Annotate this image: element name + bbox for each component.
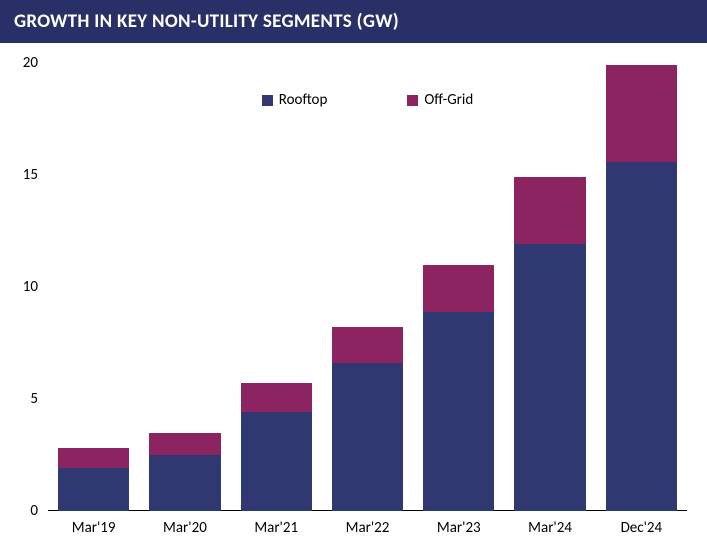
legend-item: Off-Grid — [407, 91, 473, 109]
bar-segment — [606, 65, 677, 161]
bar-segment — [58, 468, 129, 511]
bar-group — [332, 63, 403, 511]
y-tick-label: 15 — [23, 166, 38, 184]
plot-region: Rooftop Off-Grid — [48, 63, 687, 511]
x-tick-label: Mar'24 — [528, 519, 572, 537]
bar-segment — [149, 433, 220, 455]
bar-segment — [149, 455, 220, 511]
x-axis: Mar'19 Mar'20 Mar'21 Mar'22 Mar'23 Mar'24 Dec'… — [48, 511, 687, 551]
legend-item: Rooftop — [262, 91, 328, 109]
chart-title: GROWTH IN KEY NON-UTILITY SEGMENTS (GW) — [14, 10, 399, 33]
y-axis: 05101520 — [0, 63, 48, 511]
y-tick-label: 5 — [30, 390, 38, 408]
bar-segment — [423, 312, 494, 511]
legend-label: Off-Grid — [424, 91, 473, 109]
bar-segment — [332, 363, 403, 511]
y-tick-label: 10 — [23, 278, 38, 296]
bar-segment — [514, 244, 585, 511]
x-tick-label: Mar'22 — [346, 519, 390, 537]
legend-swatch — [262, 95, 273, 106]
chart-area: 05101520 RooftopOff-Grid Mar'19Mar'20Mar… — [0, 43, 707, 551]
x-tick-label: Mar'23 — [437, 519, 481, 537]
bar-segment — [58, 448, 129, 468]
bar-group — [606, 63, 677, 511]
y-tick-label: 0 — [30, 502, 38, 520]
chart-title-bar: GROWTH IN KEY NON-UTILITY SEGMENTS (GW) — [0, 0, 707, 43]
legend-label: Rooftop — [279, 91, 328, 109]
bar-segment — [241, 412, 312, 511]
bar-group — [58, 63, 129, 511]
bar-segment — [241, 383, 312, 412]
bar-segment — [423, 265, 494, 312]
bar-group — [423, 63, 494, 511]
bar-segment — [514, 177, 585, 244]
bar-group — [149, 63, 220, 511]
legend-swatch — [407, 95, 418, 106]
legend: Rooftop Off-Grid — [48, 91, 687, 109]
y-tick-label: 20 — [23, 54, 38, 72]
bar-segment — [606, 162, 677, 511]
x-tick-label: Mar'20 — [163, 519, 207, 537]
x-tick-label: Dec'24 — [621, 519, 663, 537]
bar-group — [514, 63, 585, 511]
bar-group — [241, 63, 312, 511]
bars-container — [48, 63, 687, 511]
x-tick-label: Mar'21 — [254, 519, 298, 537]
x-tick-label: Mar'19 — [72, 519, 116, 537]
bar-segment — [332, 327, 403, 363]
